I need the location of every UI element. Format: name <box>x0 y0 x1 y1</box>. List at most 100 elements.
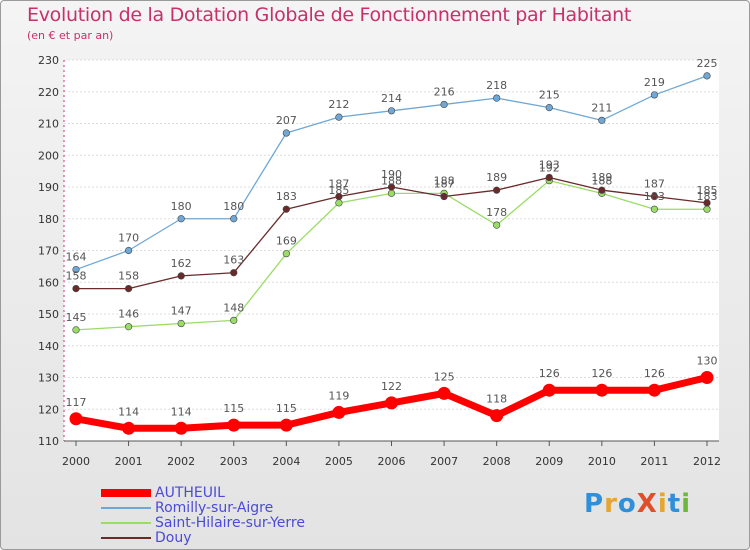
data-point <box>227 418 241 432</box>
logo-letter: i <box>657 489 668 519</box>
data-point <box>230 316 238 324</box>
data-label: 183 <box>697 190 718 203</box>
data-point <box>282 129 290 137</box>
x-tick-label: 2005 <box>325 455 353 468</box>
data-label: 183 <box>644 190 665 203</box>
y-tick-label: 130 <box>38 372 59 385</box>
data-label: 148 <box>223 301 244 314</box>
data-point <box>650 192 659 201</box>
y-tick-label: 120 <box>38 403 59 416</box>
data-label: 183 <box>276 190 297 203</box>
data-point <box>598 186 606 194</box>
data-point <box>177 215 185 223</box>
series-douy <box>72 173 711 293</box>
data-point <box>230 269 238 277</box>
data-labels: 164 170 180 180 207 212 214 216 218 215 211 219 225 1… <box>66 57 718 418</box>
data-point <box>650 205 659 213</box>
data-label: 170 <box>118 232 139 245</box>
data-point <box>545 173 553 182</box>
data-point <box>387 189 396 197</box>
legend-label: Douy <box>155 530 192 546</box>
logo-letter: P <box>584 489 605 519</box>
data-point <box>387 107 396 115</box>
x-tick-label: 2000 <box>62 455 90 468</box>
legend-label: Romilly-sur-Aigre <box>155 500 274 516</box>
data-point <box>230 215 238 223</box>
data-point <box>177 319 185 328</box>
y-tick-label: 200 <box>38 149 59 162</box>
data-label: 178 <box>486 206 507 219</box>
data-point <box>493 94 501 102</box>
x-tick-label: 2002 <box>167 455 195 468</box>
data-point <box>282 250 290 258</box>
data-point <box>335 199 343 207</box>
data-label: 190 <box>381 168 402 181</box>
data-point <box>72 285 80 293</box>
data-label: 126 <box>591 367 612 380</box>
data-label: 207 <box>276 114 297 127</box>
x-tick-label: 2007 <box>430 455 458 468</box>
y-tick-label: 170 <box>38 245 59 258</box>
y-tick-label: 180 <box>38 213 59 226</box>
data-label: 126 <box>539 367 560 380</box>
data-point <box>72 326 80 334</box>
data-label: 180 <box>171 200 192 213</box>
data-label: 146 <box>118 308 139 321</box>
y-tick-label: 110 <box>38 435 59 448</box>
data-label: 126 <box>644 367 665 380</box>
data-label: 192 <box>539 162 560 175</box>
data-label: 219 <box>644 76 665 89</box>
data-point <box>332 405 346 419</box>
series-autheuil <box>69 371 714 435</box>
data-label: 115 <box>276 402 297 415</box>
x-tick-label: 2006 <box>378 455 406 468</box>
data-label: 218 <box>486 79 507 92</box>
data-point <box>490 409 504 423</box>
data-point <box>598 116 606 124</box>
proxiti-logo: ProXiti <box>584 489 691 519</box>
data-point <box>385 396 398 410</box>
data-label: 122 <box>381 380 402 393</box>
data-label: 163 <box>223 254 244 267</box>
grid-lines <box>64 59 719 442</box>
series-group <box>69 72 714 435</box>
data-label: 169 <box>276 235 297 248</box>
data-label: 117 <box>66 396 87 409</box>
data-label: 185 <box>328 184 349 197</box>
series-romilly-sur-aigre <box>72 72 711 274</box>
data-label: 216 <box>434 85 455 98</box>
x-tick-label: 2003 <box>220 455 248 468</box>
data-point <box>335 192 343 201</box>
data-point <box>124 246 133 255</box>
x-tick-label: 2004 <box>272 455 300 468</box>
data-label: 164 <box>66 251 87 264</box>
data-label: 189 <box>486 171 507 184</box>
data-label: 130 <box>697 355 718 368</box>
data-label: 188 <box>591 174 612 187</box>
data-label: 158 <box>118 270 139 283</box>
legend-swatch <box>101 489 151 497</box>
data-point <box>122 421 136 435</box>
logo-letter: i <box>681 489 692 519</box>
data-point <box>387 183 396 191</box>
data-label: 114 <box>118 405 139 418</box>
y-tick-label: 140 <box>38 340 59 353</box>
data-label: 147 <box>171 305 192 318</box>
legend-label: Saint-Hilaire-sur-Yerre <box>155 515 305 531</box>
data-point <box>493 186 501 194</box>
legend-label: AUTHEUIL <box>155 485 225 501</box>
x-tick-label: 2009 <box>535 455 563 468</box>
data-point <box>69 412 83 426</box>
data-point <box>282 205 290 213</box>
data-label: 158 <box>66 270 87 283</box>
y-tick-label: 210 <box>38 118 59 131</box>
data-label: 187 <box>434 178 455 191</box>
data-label: 193 <box>539 158 560 171</box>
data-point <box>335 113 343 121</box>
logo-letter: r <box>604 489 618 519</box>
x-tick-label: 2010 <box>588 455 616 468</box>
data-label: 185 <box>697 184 718 197</box>
data-point <box>279 418 293 432</box>
